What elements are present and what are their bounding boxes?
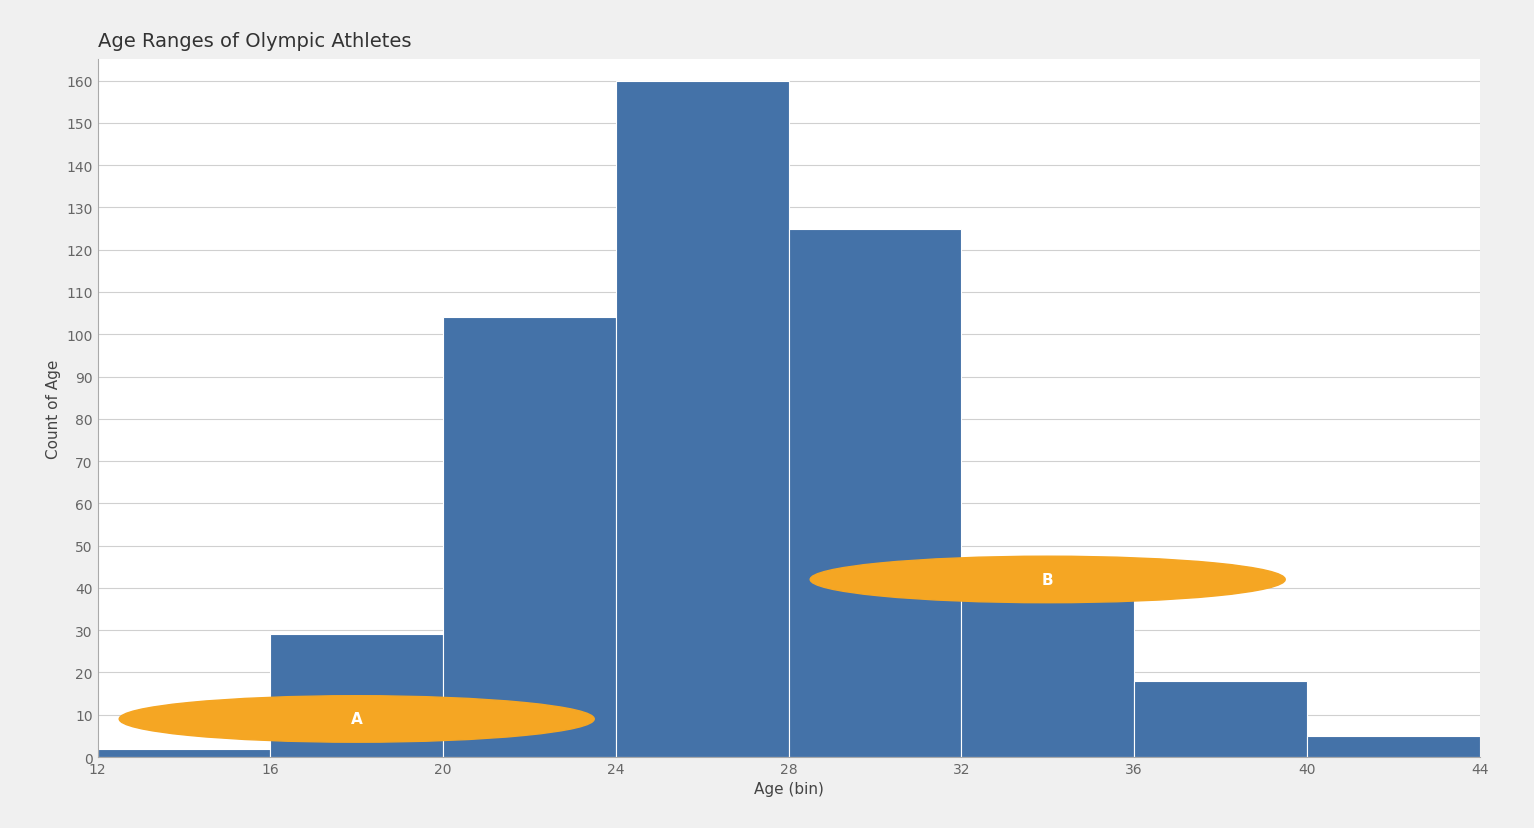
Bar	[615, 81, 788, 757]
Text: A: A	[351, 711, 362, 727]
Bar	[1134, 681, 1307, 757]
Bar	[270, 634, 443, 757]
Bar	[98, 749, 270, 757]
Y-axis label: Count of Age: Count of Age	[46, 359, 61, 459]
Bar	[1307, 736, 1480, 757]
Text: Age Ranges of Olympic Athletes: Age Ranges of Olympic Athletes	[98, 31, 411, 51]
Circle shape	[810, 556, 1285, 603]
Bar	[962, 559, 1134, 757]
Bar	[443, 318, 615, 757]
X-axis label: Age (bin): Age (bin)	[753, 782, 824, 797]
Bar	[788, 229, 962, 757]
Circle shape	[120, 696, 594, 743]
Text: B: B	[1042, 572, 1054, 587]
